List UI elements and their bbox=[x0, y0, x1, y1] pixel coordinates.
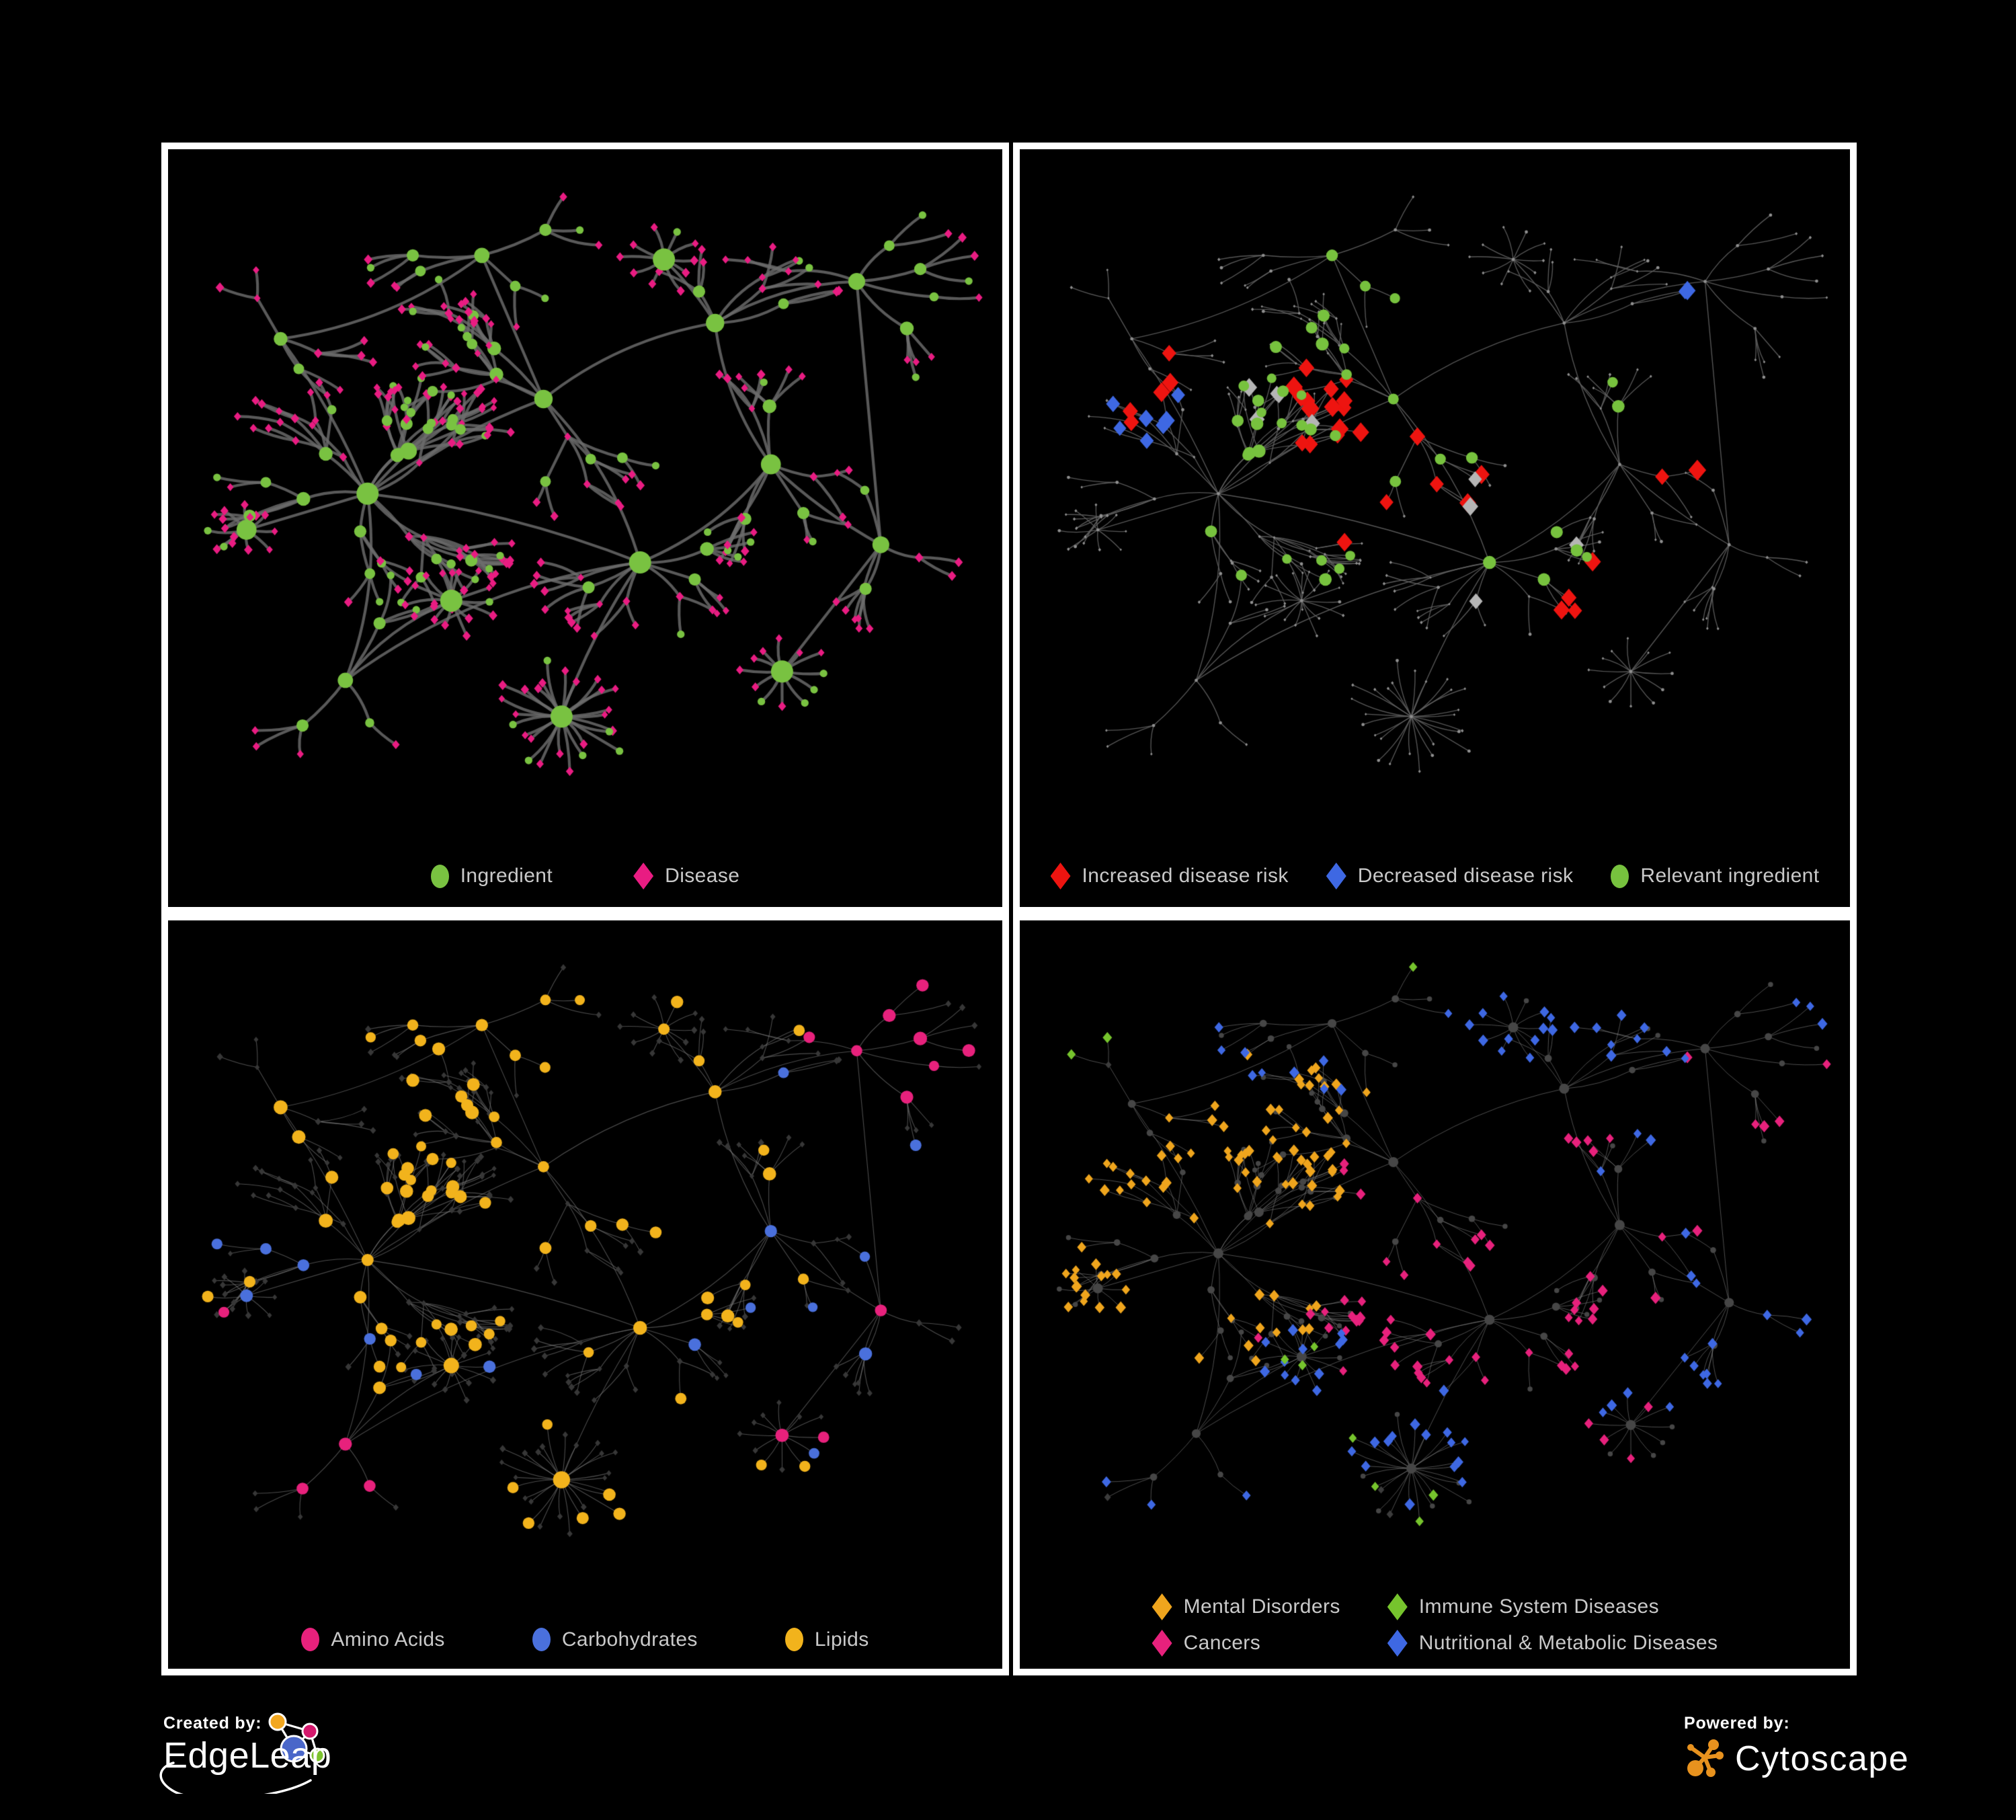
legend-item-nutritional-metabolic-diseases: Nutritional & Metabolic Diseases bbox=[1387, 1630, 1718, 1657]
created-by-label: Created by: bbox=[163, 1714, 262, 1733]
network-panel-ingredient-disease: Ingredient Disease bbox=[161, 143, 1009, 914]
network-canvas-ingredient-disease bbox=[168, 149, 1002, 907]
network-canvas-disease-category bbox=[1020, 920, 1850, 1669]
legend-item-relevant-ingredient: Relevant ingredient bbox=[1611, 864, 1820, 888]
edgeleap-wordmark: EdgeLeap bbox=[163, 1735, 332, 1776]
nutritional-metabolic-diseases-diamond-icon bbox=[1387, 1630, 1408, 1657]
network-canvas-nutrient-class bbox=[168, 920, 1002, 1669]
legend-label: Cancers bbox=[1183, 1632, 1261, 1654]
immune-system-diseases-diamond-icon bbox=[1387, 1593, 1408, 1620]
edgeleap-blue-node-icon bbox=[280, 1735, 308, 1763]
mental-disorders-diamond-icon bbox=[1152, 1593, 1172, 1620]
legend-disease-risk: Increased disease risk Decreased disease … bbox=[1020, 863, 1850, 889]
legend-item-mental-disorders: Mental Disorders bbox=[1152, 1593, 1340, 1620]
legend-item-ingredient: Ingredient bbox=[430, 864, 553, 888]
legend-item-amino-acids: Amino Acids bbox=[301, 1628, 444, 1651]
cytoscape-wordmark: Cytoscape bbox=[1735, 1739, 1910, 1778]
carbohydrates-circle-icon bbox=[532, 1628, 551, 1651]
powered-by-block: Powered by: Cytoscape bbox=[1684, 1714, 1909, 1780]
network-panel-disease-risk: Increased disease risk Decreased disease … bbox=[1013, 143, 1857, 914]
edgeleap-green-node-icon bbox=[309, 1747, 325, 1764]
legend-nutrient-class: Amino Acids Carbohydrates Lipids bbox=[168, 1628, 1002, 1651]
edgeleap-swoosh bbox=[159, 1762, 312, 1794]
legend-label: Amino Acids bbox=[331, 1628, 445, 1651]
legend-item-increased-disease-risk: Increased disease risk bbox=[1050, 863, 1289, 889]
lipids-circle-icon bbox=[784, 1628, 803, 1651]
cytoscape-logo-icon bbox=[1687, 1739, 1724, 1777]
legend-item-disease: Disease bbox=[633, 863, 739, 889]
network-panel-nutrient-class: Amino Acids Carbohydrates Lipids bbox=[161, 914, 1009, 1675]
legend-label: Decreased disease risk bbox=[1357, 865, 1574, 887]
amino-acids-circle-icon bbox=[301, 1628, 320, 1651]
legend-label: Increased disease risk bbox=[1082, 865, 1289, 887]
ingredient-circle-icon bbox=[430, 864, 449, 888]
disease-diamond-icon bbox=[633, 863, 654, 889]
legend-label: Disease bbox=[665, 865, 740, 887]
network-canvas-disease-risk bbox=[1020, 149, 1850, 907]
decreased-disease-risk-diamond-icon bbox=[1326, 863, 1346, 889]
legend-ingredient-disease: Ingredient Disease bbox=[168, 863, 1002, 889]
legend-label: Immune System Diseases bbox=[1418, 1595, 1659, 1618]
legend-item-immune-system-diseases: Immune System Diseases bbox=[1387, 1593, 1718, 1620]
legend-disease-category: Mental Disorders Immune System Diseases Ca… bbox=[1020, 1593, 1850, 1657]
legend-item-carbohydrates: Carbohydrates bbox=[532, 1628, 698, 1651]
legend-label: Nutritional & Metabolic Diseases bbox=[1418, 1632, 1718, 1654]
network-panel-disease-category: Mental Disorders Immune System Diseases Ca… bbox=[1013, 914, 1857, 1675]
powered-by-label: Powered by: bbox=[1684, 1714, 1790, 1733]
legend-item-lipids: Lipids bbox=[784, 1628, 869, 1651]
edgeleap-logo bbox=[159, 1712, 325, 1794]
legend-label: Mental Disorders bbox=[1183, 1595, 1340, 1618]
edgeleap-pink-node-icon bbox=[301, 1723, 319, 1740]
legend-label: Carbohydrates bbox=[561, 1628, 698, 1651]
cancers-diamond-icon bbox=[1152, 1630, 1172, 1657]
legend-label: Relevant ingredient bbox=[1640, 865, 1820, 887]
created-by-block: Created by: EdgeLeap bbox=[163, 1714, 331, 1776]
relevant-ingredient-circle-icon bbox=[1611, 864, 1629, 888]
edgeleap-orange-node-icon bbox=[268, 1712, 287, 1731]
legend-item-cancers: Cancers bbox=[1152, 1630, 1340, 1657]
legend-label: Ingredient bbox=[460, 865, 553, 887]
increased-disease-risk-diamond-icon bbox=[1050, 863, 1071, 889]
legend-item-decreased-disease-risk: Decreased disease risk bbox=[1326, 863, 1574, 889]
legend-label: Lipids bbox=[814, 1628, 869, 1651]
